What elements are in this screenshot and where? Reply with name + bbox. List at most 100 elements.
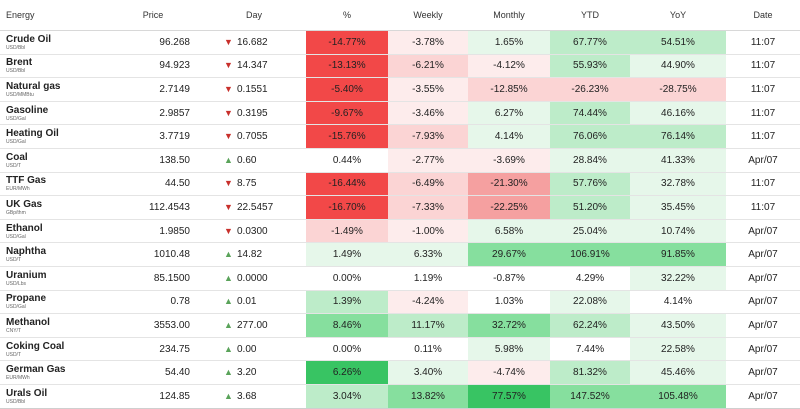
commodity-name-link[interactable]: German Gas [6, 364, 66, 376]
price-cell: 54.40 [104, 360, 202, 385]
table-header-row: Energy Price Day % Weekly Monthly YTD Yo… [0, 0, 800, 31]
date-cell: 11:07 [726, 54, 800, 79]
col-header-monthly[interactable]: Monthly [468, 0, 550, 31]
commodity-cell[interactable]: Natural gas USD/MMBtu [0, 77, 104, 102]
table-row[interactable]: Coal USD/T 138.50 ▲ 0.60 0.44% -2.77% -3.69% 28.… [0, 148, 800, 173]
price-cell: 124.85 [104, 384, 202, 409]
day-change-value: 8.75 [237, 178, 257, 190]
commodity-unit: USD/Bbl [6, 398, 26, 405]
commodity-name-link[interactable]: Methanol [6, 316, 50, 328]
table-row[interactable]: Propane USD/Gal 0.78 ▲ 0.01 1.39% -4.24% 1.03% 2… [0, 290, 800, 315]
weekly-change-cell: -3.78% [388, 30, 468, 55]
ytd-change-cell: 51.20% [550, 195, 630, 220]
col-header-energy[interactable]: Energy [0, 0, 104, 31]
commodity-name-link[interactable]: Coal [6, 151, 28, 163]
col-header-day[interactable]: Day [202, 0, 306, 31]
date-cell: Apr/07 [726, 148, 800, 173]
arrow-up-icon: ▲ [224, 367, 233, 378]
table-row[interactable]: Methanol CNY/T 3553.00 ▲ 277.00 8.46% 11.17% 32… [0, 313, 800, 338]
commodity-cell[interactable]: Brent USD/Bbl [0, 54, 104, 79]
commodity-name-link[interactable]: Naphtha [6, 246, 46, 258]
price-cell: 1.9850 [104, 219, 202, 244]
col-header-yoy[interactable]: YoY [630, 0, 726, 31]
table-row[interactable]: Urals Oil USD/Bbl 124.85 ▲ 3.68 3.04% 13.82% 77… [0, 384, 800, 409]
commodity-cell[interactable]: Crude Oil USD/Bbl [0, 30, 104, 55]
commodity-name-link[interactable]: Natural gas [6, 80, 61, 92]
commodity-cell[interactable]: Gasoline USD/Gal [0, 101, 104, 126]
arrow-down-icon: ▼ [224, 131, 233, 142]
table-row[interactable]: Naphtha USD/T 1010.48 ▲ 14.82 1.49% 6.33% 29.67… [0, 242, 800, 267]
arrow-down-icon: ▼ [224, 225, 233, 236]
commodity-name-link[interactable]: Gasoline [6, 104, 49, 116]
commodity-cell[interactable]: Coal USD/T [0, 148, 104, 173]
weekly-change-cell: -3.55% [388, 77, 468, 102]
table-row[interactable]: Crude Oil USD/Bbl 96.268 ▼ 16.682 -14.77% -3.7… [0, 30, 800, 55]
arrow-down-icon: ▼ [224, 36, 233, 47]
pct-change-cell: 0.00% [306, 337, 388, 362]
commodity-cell[interactable]: German Gas EUR/MWh [0, 360, 104, 385]
table-row[interactable]: Heating Oil USD/Gal 3.7719 ▼ 0.7055 -15.76% -7… [0, 124, 800, 149]
commodity-name-link[interactable]: Propane [6, 293, 47, 305]
col-header-weekly[interactable]: Weekly [388, 0, 468, 31]
commodity-cell[interactable]: TTF Gas EUR/MWh [0, 172, 104, 197]
day-change-value: 0.3195 [237, 107, 268, 119]
arrow-up-icon: ▲ [224, 154, 233, 165]
commodity-cell[interactable]: UK Gas GBp/thm [0, 195, 104, 220]
table-row[interactable]: Natural gas USD/MMBtu 2.7149 ▼ 0.1551 -5.40% -… [0, 77, 800, 102]
commodity-cell[interactable]: Propane USD/Gal [0, 290, 104, 315]
day-change-cell: ▼ 22.5457 [202, 195, 306, 220]
commodity-unit: USD/T [6, 351, 21, 358]
monthly-change-cell: 6.58% [468, 219, 550, 244]
table-row[interactable]: Uranium USD/Lbs 85.1500 ▲ 0.0000 0.00% 1.19% -0… [0, 266, 800, 291]
monthly-change-cell: 6.27% [468, 101, 550, 126]
table-row[interactable]: Brent USD/Bbl 94.923 ▼ 14.347 -13.13% -6.21% -4… [0, 54, 800, 79]
commodity-name-link[interactable]: Crude Oil [6, 33, 52, 45]
monthly-change-cell: -12.85% [468, 77, 550, 102]
commodity-cell[interactable]: Coking Coal USD/T [0, 337, 104, 362]
arrow-down-icon: ▼ [224, 83, 233, 94]
commodity-name-link[interactable]: TTF Gas [6, 175, 47, 187]
table-row[interactable]: Ethanol USD/Gal 1.9850 ▼ 0.0300 -1.49% -1.00% 6… [0, 219, 800, 244]
commodity-name-link[interactable]: Uranium [6, 269, 47, 281]
commodity-cell[interactable]: Ethanol USD/Gal [0, 219, 104, 244]
monthly-change-cell: 4.14% [468, 124, 550, 149]
commodity-cell[interactable]: Naphtha USD/T [0, 242, 104, 267]
col-header-ytd[interactable]: YTD [550, 0, 630, 31]
monthly-change-cell: -4.74% [468, 360, 550, 385]
commodity-cell[interactable]: Heating Oil USD/Gal [0, 124, 104, 149]
ytd-change-cell: 76.06% [550, 124, 630, 149]
commodity-name-link[interactable]: Coking Coal [6, 340, 65, 352]
yoy-change-cell: 76.14% [630, 124, 726, 149]
weekly-change-cell: 13.82% [388, 384, 468, 409]
day-change-value: 22.5457 [237, 201, 274, 213]
commodity-unit: USD/T [6, 257, 21, 264]
table-row[interactable]: Coking Coal USD/T 234.75 ▲ 0.00 0.00% 0.11% 5.9… [0, 337, 800, 362]
commodity-unit: USD/Lbs [6, 280, 27, 287]
commodity-name-link[interactable]: Ethanol [6, 222, 43, 234]
commodity-name-link[interactable]: Urals Oil [6, 387, 48, 399]
table-row[interactable]: UK Gas GBp/thm 112.4543 ▼ 22.5457 -16.70% -7.3… [0, 195, 800, 220]
table-row[interactable]: Gasoline USD/Gal 2.9857 ▼ 0.3195 -9.67% -3.46%… [0, 101, 800, 126]
price-cell: 112.4543 [104, 195, 202, 220]
commodity-cell[interactable]: Uranium USD/Lbs [0, 266, 104, 291]
col-header-pct[interactable]: % [306, 0, 388, 31]
commodity-unit: CNY/T [6, 327, 21, 334]
col-header-date[interactable]: Date [726, 0, 800, 31]
ytd-change-cell: 57.76% [550, 172, 630, 197]
commodity-cell[interactable]: Urals Oil USD/Bbl [0, 384, 104, 409]
weekly-change-cell: -7.93% [388, 124, 468, 149]
yoy-change-cell: 35.45% [630, 195, 726, 220]
commodity-name-link[interactable]: UK Gas [6, 198, 43, 210]
pct-change-cell: -15.76% [306, 124, 388, 149]
commodity-name-link[interactable]: Heating Oil [6, 128, 59, 140]
yoy-change-cell: 32.78% [630, 172, 726, 197]
commodity-name-link[interactable]: Brent [6, 57, 33, 69]
day-change-value: 0.01 [237, 296, 257, 308]
table-row[interactable]: TTF Gas EUR/MWh 44.50 ▼ 8.75 -16.44% -6.49% -21… [0, 172, 800, 197]
commodity-cell[interactable]: Methanol CNY/T [0, 313, 104, 338]
day-change-cell: ▲ 3.20 [202, 360, 306, 385]
col-header-price[interactable]: Price [104, 0, 202, 31]
table-row[interactable]: German Gas EUR/MWh 54.40 ▲ 3.20 6.26% 3.40% -4.… [0, 360, 800, 385]
pct-change-cell: -14.77% [306, 30, 388, 55]
weekly-change-cell: 11.17% [388, 313, 468, 338]
